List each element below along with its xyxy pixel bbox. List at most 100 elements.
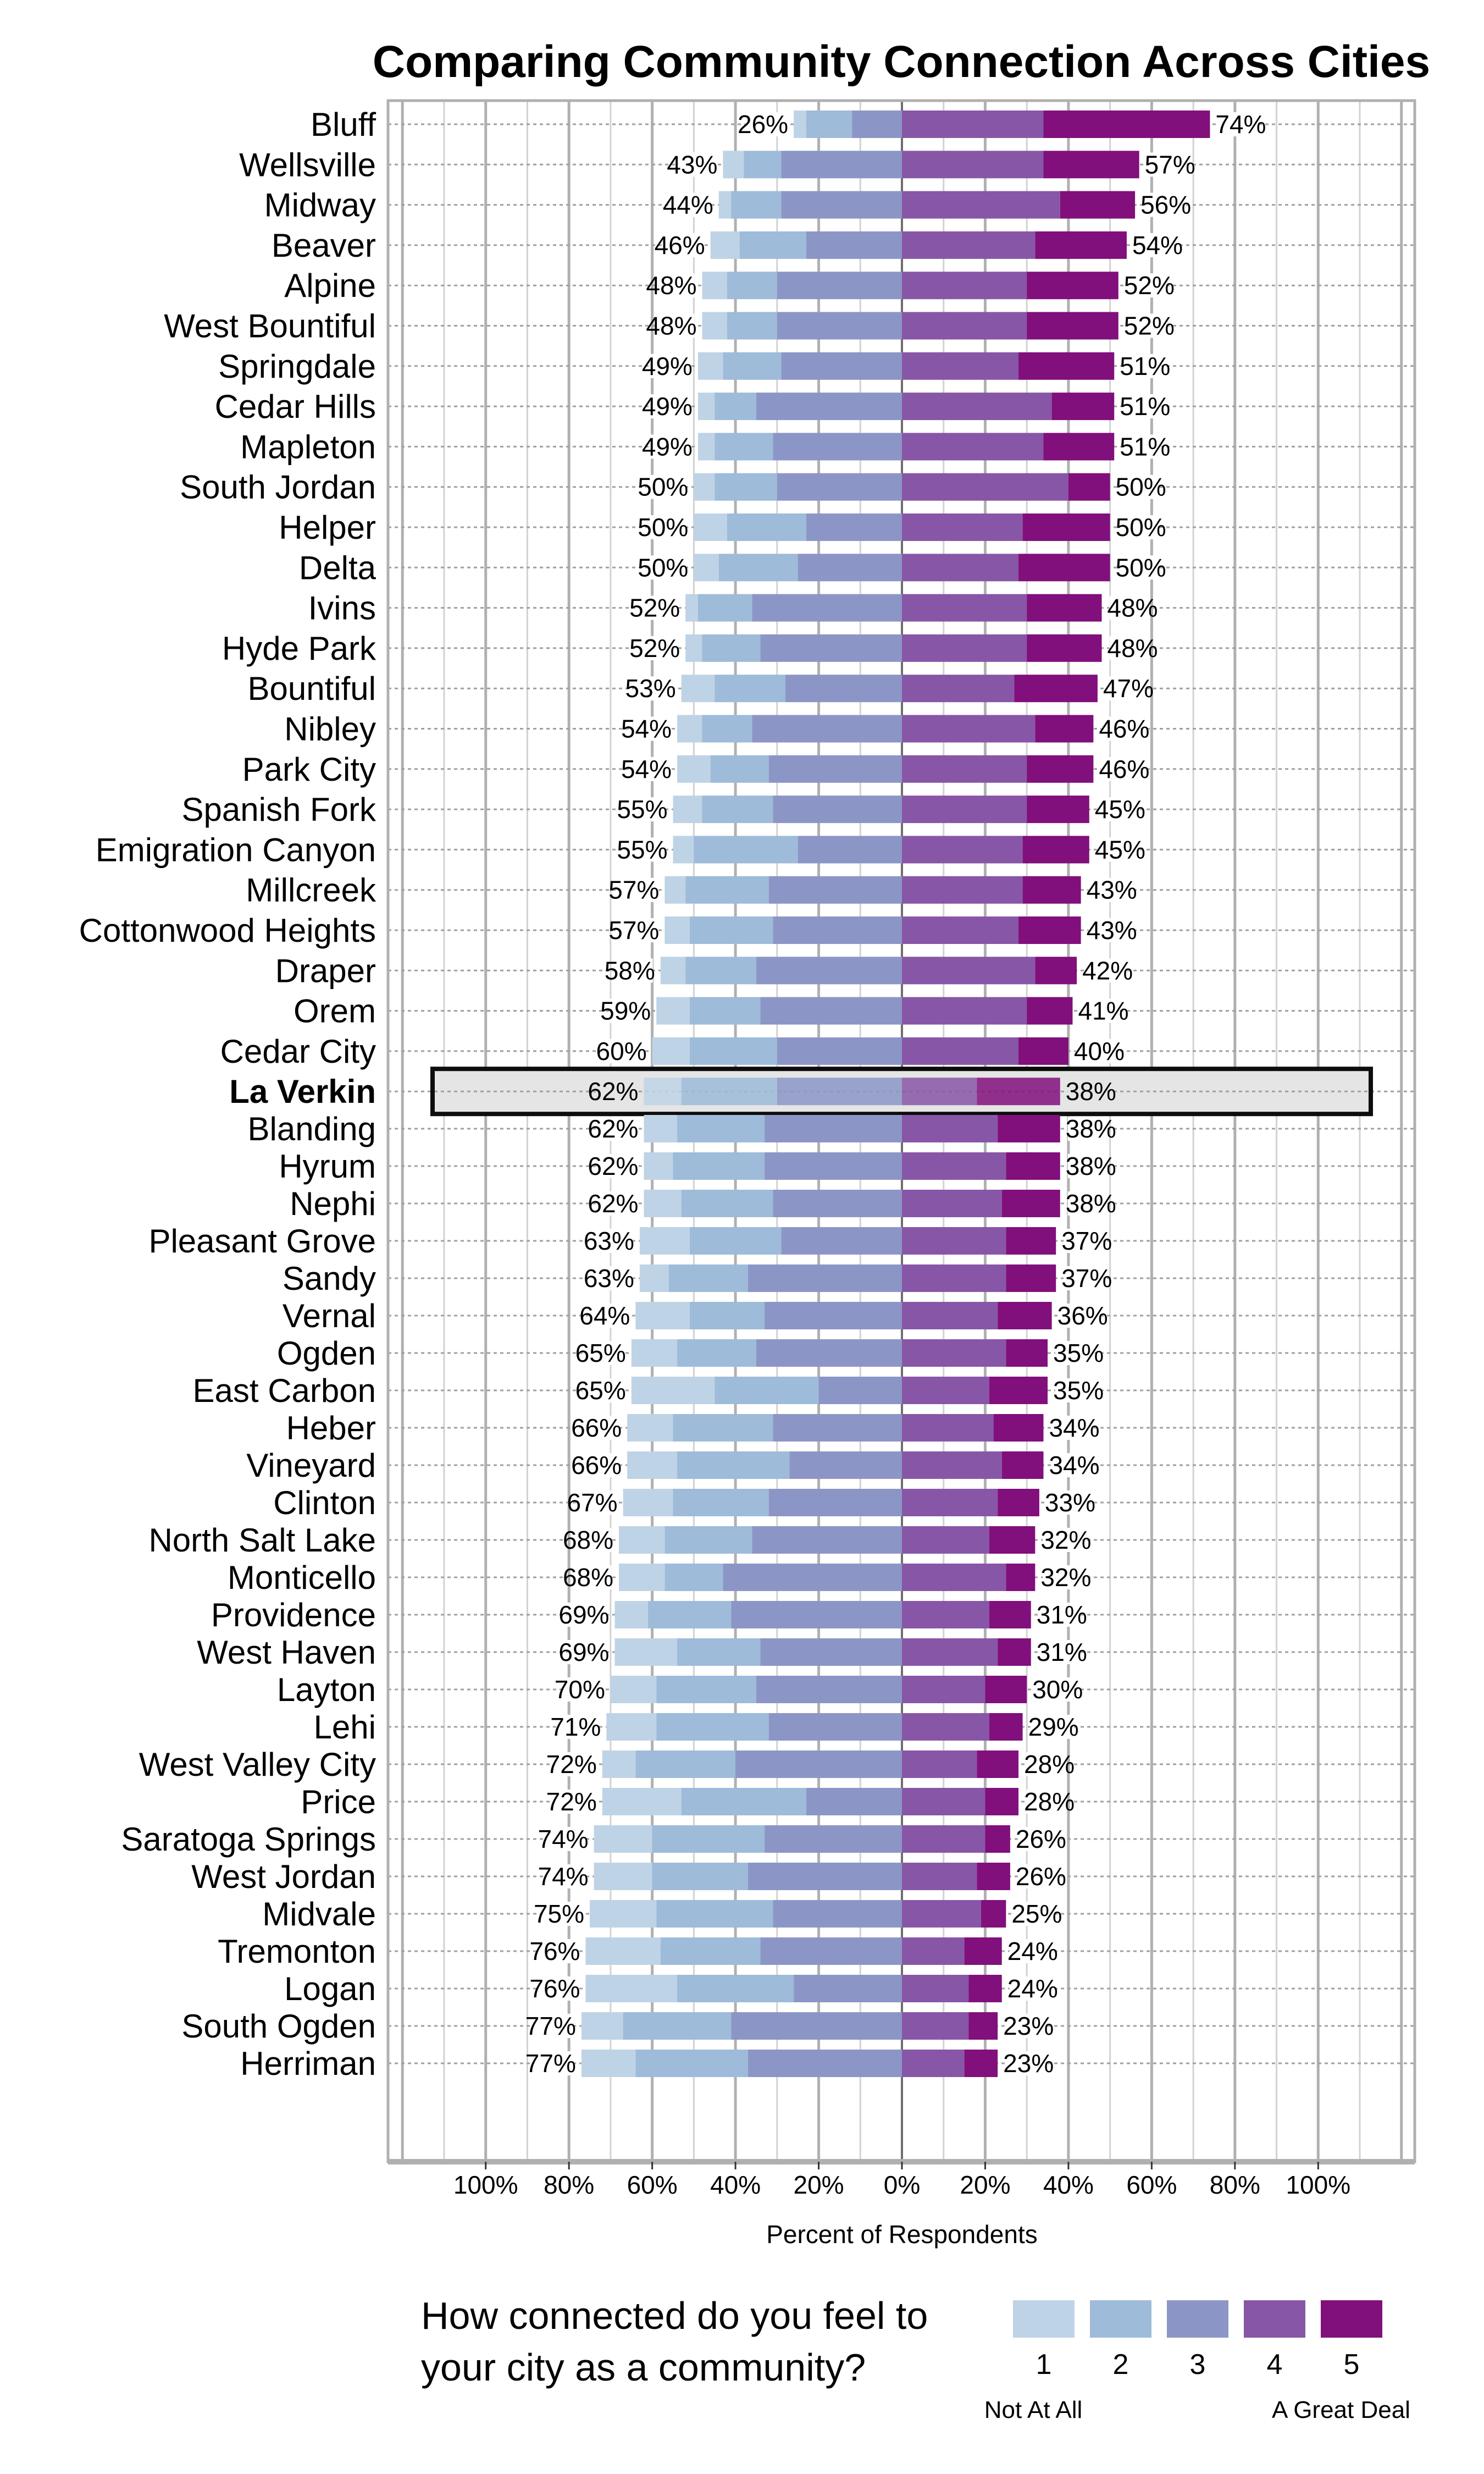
bar-segment-level-5 bbox=[964, 2050, 998, 2077]
bar-row: 68% 32% North Salt Lake bbox=[148, 1522, 1415, 1559]
city-label: Nephi bbox=[290, 1185, 376, 1222]
bar-segment-level-5 bbox=[998, 1489, 1039, 1516]
bar-segment-level-5 bbox=[1001, 1190, 1060, 1217]
bar-segment-level-5 bbox=[968, 1975, 1002, 2002]
bar-segment-level-4 bbox=[902, 1451, 1002, 1479]
right-percent-label: 46% bbox=[1099, 715, 1149, 743]
bar-segment-level-3 bbox=[773, 1190, 902, 1217]
bar-segment-level-1 bbox=[602, 1750, 636, 1778]
label-bg bbox=[580, 1416, 620, 1440]
bar-segment-level-3 bbox=[747, 2050, 902, 2077]
bar-segment-level-4 bbox=[902, 1788, 985, 1815]
bar-segment-level-3 bbox=[768, 1713, 902, 1741]
label-bg bbox=[1026, 1752, 1066, 1776]
label-bg bbox=[609, 998, 649, 1023]
city-label: Midvale bbox=[262, 1896, 376, 1932]
right-percent-label: 38% bbox=[1066, 1114, 1116, 1143]
bar-row: 63% 37% Pleasant Grove bbox=[148, 1223, 1415, 1260]
label-bg bbox=[542, 1902, 583, 1926]
city-label: Delta bbox=[299, 549, 376, 586]
bar-segment-level-2 bbox=[635, 2050, 748, 2077]
left-percent-label: 69% bbox=[558, 1600, 609, 1629]
label-bg bbox=[1017, 1864, 1057, 1888]
bar-segment-level-4 bbox=[902, 634, 1027, 662]
bar-segment-level-1 bbox=[627, 1451, 678, 1479]
bar-segment-level-3 bbox=[781, 1227, 902, 1255]
label-bg bbox=[650, 394, 690, 419]
bar-segment-level-2 bbox=[723, 352, 782, 380]
bar-row: 72% 28% Price bbox=[301, 1783, 1415, 1820]
label-bg bbox=[588, 1304, 628, 1328]
label-bg bbox=[617, 877, 657, 902]
bar-segment-level-3 bbox=[806, 231, 902, 259]
label-bg bbox=[655, 313, 695, 338]
label-bg bbox=[567, 1640, 607, 1664]
bar-segment-level-3 bbox=[852, 111, 902, 138]
bar-segment-level-2 bbox=[685, 876, 769, 904]
label-bg bbox=[1117, 555, 1158, 580]
right-percent-label: 43% bbox=[1087, 876, 1137, 904]
bar-segment-level-3 bbox=[777, 473, 902, 501]
bar-segment-level-3 bbox=[806, 1788, 902, 1815]
label-bg bbox=[1097, 837, 1137, 862]
bar-segment-level-2 bbox=[689, 1037, 777, 1065]
bar-segment-level-4 bbox=[902, 312, 1027, 340]
right-percent-label: 41% bbox=[1078, 997, 1128, 1025]
bar-segment-level-1 bbox=[614, 1601, 649, 1628]
bar-segment-level-5 bbox=[1006, 1264, 1056, 1292]
bar-segment-level-4 bbox=[902, 755, 1027, 783]
left-percent-label: 50% bbox=[638, 513, 688, 542]
label-bg bbox=[1026, 1790, 1066, 1814]
bar-segment-level-4 bbox=[902, 675, 1015, 703]
bar-segment-level-3 bbox=[785, 675, 902, 703]
right-percent-label: 45% bbox=[1095, 795, 1145, 824]
legend-swatch-1 bbox=[1013, 2300, 1075, 2338]
right-percent-label: 28% bbox=[1024, 1750, 1075, 1779]
left-percent-label: 76% bbox=[529, 1937, 580, 1965]
right-percent-label: 38% bbox=[1066, 1077, 1116, 1106]
city-label: West Jordan bbox=[191, 1858, 376, 1895]
bar-segment-level-2 bbox=[673, 1489, 769, 1516]
bar-row: 58% 42% Draper bbox=[275, 952, 1415, 989]
label-bg bbox=[1080, 998, 1120, 1023]
bar-segment-level-2 bbox=[685, 957, 756, 985]
label-bg bbox=[650, 434, 690, 459]
left-percent-label: 62% bbox=[588, 1114, 638, 1143]
right-percent-label: 24% bbox=[1007, 1937, 1058, 1965]
bar-segment-level-1 bbox=[644, 1115, 678, 1142]
city-label: Cedar City bbox=[220, 1033, 376, 1070]
bar-segment-level-4 bbox=[902, 1526, 990, 1554]
bar-segment-level-5 bbox=[977, 1078, 1060, 1106]
label-bg bbox=[646, 515, 686, 539]
bar-segment-level-5 bbox=[1022, 836, 1089, 864]
city-label: Bountiful bbox=[248, 670, 376, 707]
label-bg bbox=[1034, 1677, 1075, 1702]
bar-segment-level-4 bbox=[902, 997, 1027, 1025]
label-bg bbox=[534, 2014, 574, 2038]
label-bg bbox=[563, 1677, 603, 1702]
bar-segment-level-1 bbox=[585, 1937, 661, 1965]
bar-segment-level-3 bbox=[773, 796, 902, 824]
bar-segment-level-3 bbox=[752, 715, 902, 743]
x-tick-label: 60% bbox=[1126, 2171, 1177, 2199]
bar-row: 77% 23% South Ogden bbox=[181, 2008, 1415, 2045]
bar-segment-level-1 bbox=[723, 151, 744, 179]
bar-segment-level-5 bbox=[998, 1115, 1060, 1142]
left-percent-label: 69% bbox=[558, 1638, 609, 1666]
bar-segment-level-5 bbox=[1068, 473, 1110, 501]
left-percent-label: 68% bbox=[563, 1563, 613, 1592]
label-bg bbox=[671, 192, 711, 217]
bar-row: 50% 50% Helper bbox=[279, 509, 1415, 546]
bar-row: 71% 29% Lehi bbox=[314, 1709, 1415, 1746]
legend-title-line-2: your city as a community? bbox=[421, 2346, 866, 2389]
bar-segment-level-1 bbox=[677, 715, 702, 743]
bar-segment-level-2 bbox=[731, 191, 782, 219]
bar-segment-level-4 bbox=[902, 1377, 990, 1404]
bar-segment-level-1 bbox=[623, 1489, 673, 1516]
bar-row: 59% 41% Orem bbox=[294, 993, 1415, 1030]
label-bg bbox=[1117, 515, 1158, 539]
left-percent-label: 52% bbox=[629, 594, 680, 622]
label-bg bbox=[646, 474, 686, 499]
bar-row: 65% 35% Ogden bbox=[277, 1335, 1415, 1372]
bar-segment-level-3 bbox=[768, 876, 902, 904]
